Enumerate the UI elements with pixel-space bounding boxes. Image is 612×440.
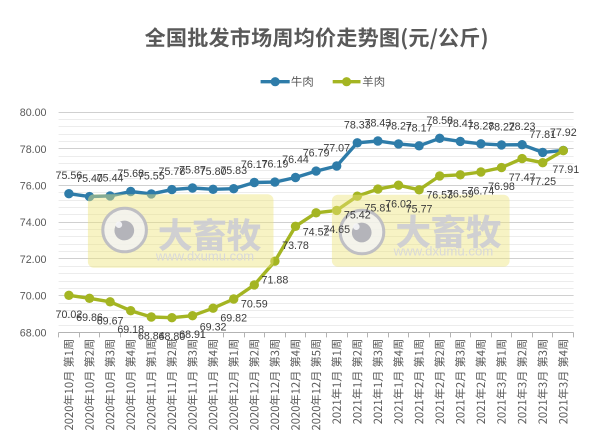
svg-text:75.42: 75.42 xyxy=(344,210,371,222)
svg-text:69.18: 69.18 xyxy=(117,324,144,336)
svg-text:75.68: 75.68 xyxy=(117,168,144,180)
svg-text:77.47: 77.47 xyxy=(509,172,536,184)
svg-text:69.67: 69.67 xyxy=(97,315,124,327)
svg-text:77.92: 77.92 xyxy=(550,127,577,139)
svg-text:73.78: 73.78 xyxy=(282,240,309,252)
svg-text:76.98: 76.98 xyxy=(488,181,515,193)
svg-text:www.dxumu.com: www.dxumu.com xyxy=(155,248,254,263)
svg-text:77.25: 77.25 xyxy=(529,176,556,188)
svg-text:69.82: 69.82 xyxy=(220,313,247,325)
svg-text:69.86: 69.86 xyxy=(76,312,103,324)
svg-text:77.07: 77.07 xyxy=(323,143,350,155)
svg-text:71.88: 71.88 xyxy=(262,275,289,287)
svg-text:78.33: 78.33 xyxy=(344,119,371,131)
svg-text:70.00: 70.00 xyxy=(20,291,47,303)
svg-text:76.79: 76.79 xyxy=(303,148,330,160)
svg-text:68.80: 68.80 xyxy=(159,331,186,343)
svg-text:69.32: 69.32 xyxy=(200,322,227,334)
svg-text:75.77: 75.77 xyxy=(406,203,433,215)
svg-text:75.55: 75.55 xyxy=(138,170,165,182)
svg-text:74.52: 74.52 xyxy=(303,226,330,238)
svg-text:76.17: 76.17 xyxy=(241,159,268,171)
svg-text:76.53: 76.53 xyxy=(426,189,453,201)
svg-text:78.22: 78.22 xyxy=(488,121,515,133)
svg-text:72.00: 72.00 xyxy=(20,254,47,266)
svg-text:75.40: 75.40 xyxy=(76,173,103,185)
svg-text:76.59: 76.59 xyxy=(447,188,474,200)
svg-text:75.81: 75.81 xyxy=(365,203,392,215)
svg-text:76.00: 76.00 xyxy=(20,181,47,193)
svg-text:70.02: 70.02 xyxy=(56,309,83,321)
svg-text:75.56: 75.56 xyxy=(56,170,83,182)
svg-text:77.81: 77.81 xyxy=(529,129,556,141)
svg-text:74.00: 74.00 xyxy=(20,217,47,229)
svg-text:78.43: 78.43 xyxy=(365,118,392,130)
svg-text:74.65: 74.65 xyxy=(323,224,350,236)
svg-text:77.91: 77.91 xyxy=(552,164,579,176)
svg-text:80.00: 80.00 xyxy=(20,107,47,119)
svg-text:78.28: 78.28 xyxy=(468,120,495,132)
svg-text:78.00: 78.00 xyxy=(20,144,47,156)
svg-text:78.17: 78.17 xyxy=(406,122,433,134)
svg-text:75.44: 75.44 xyxy=(97,172,124,184)
svg-text:68.91: 68.91 xyxy=(179,329,206,341)
svg-text:75.78: 75.78 xyxy=(159,166,186,178)
svg-text:75.83: 75.83 xyxy=(220,165,247,177)
svg-text:www.dxumu.com: www.dxumu.com xyxy=(393,243,494,258)
svg-text:68.00: 68.00 xyxy=(20,327,47,339)
svg-text:78.41: 78.41 xyxy=(447,118,474,130)
svg-text:75.87: 75.87 xyxy=(179,165,206,177)
svg-text:76.44: 76.44 xyxy=(282,154,309,166)
svg-text:75.80: 75.80 xyxy=(200,166,227,178)
svg-text:68.84: 68.84 xyxy=(138,331,165,343)
svg-text:78.23: 78.23 xyxy=(509,121,536,133)
svg-text:76.02: 76.02 xyxy=(385,199,412,211)
svg-text:76.74: 76.74 xyxy=(468,186,495,198)
svg-text:70.59: 70.59 xyxy=(241,298,268,310)
svg-text:78.27: 78.27 xyxy=(385,120,412,132)
svg-text:76.19: 76.19 xyxy=(262,159,289,171)
svg-text:78.58: 78.58 xyxy=(426,115,453,127)
